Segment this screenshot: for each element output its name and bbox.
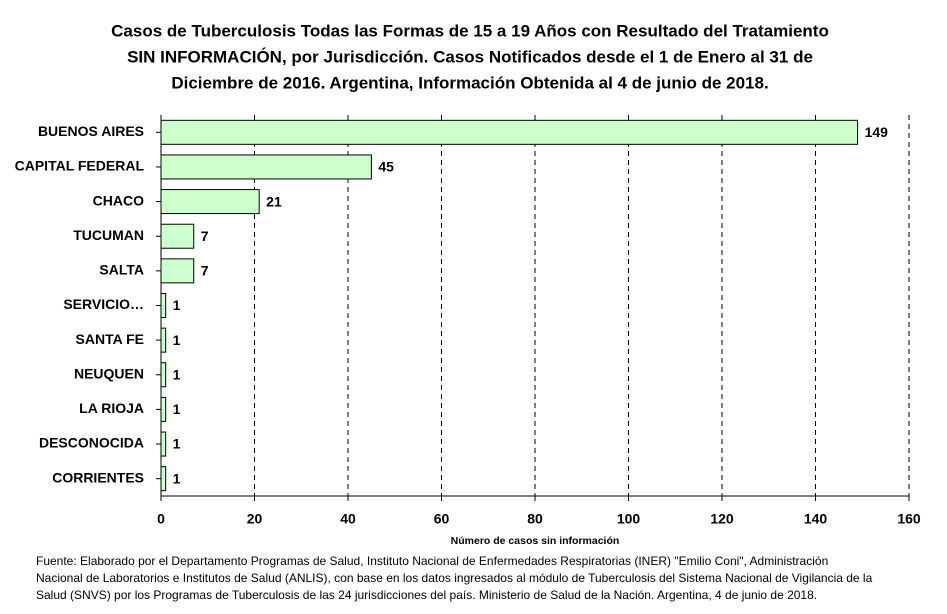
x-tick-label: 40 bbox=[340, 511, 356, 527]
chart-title: SIN INFORMACIÓN, por Jurisdicción. Casos… bbox=[127, 47, 813, 66]
data-label: 1 bbox=[173, 366, 181, 382]
y-tick-label: CAPITAL FEDERAL bbox=[15, 158, 145, 174]
y-tick-label: NEUQUEN bbox=[74, 365, 144, 381]
data-label: 1 bbox=[173, 470, 181, 486]
bar bbox=[160, 396, 167, 422]
bar bbox=[160, 189, 260, 215]
x-tick-label: 120 bbox=[710, 511, 734, 527]
y-tick-label: TUCUMAN bbox=[73, 227, 144, 243]
x-tick-label: 0 bbox=[157, 511, 165, 527]
data-label: 45 bbox=[378, 159, 394, 175]
bar bbox=[160, 293, 167, 318]
y-tick-label: LA RIOJA bbox=[79, 400, 144, 416]
bar bbox=[160, 154, 372, 180]
x-tick-label: 100 bbox=[617, 511, 641, 527]
x-tick-label: 60 bbox=[434, 511, 450, 527]
bar bbox=[160, 362, 167, 388]
chart-title: Diciembre de 2016. Argentina, Informació… bbox=[171, 73, 768, 92]
data-label: 1 bbox=[173, 401, 181, 417]
data-label: 149 bbox=[865, 124, 889, 140]
y-tick-label: BUENOS AIRES bbox=[38, 123, 144, 139]
data-label: 1 bbox=[173, 436, 181, 452]
x-axis-label: Número de casos sin información bbox=[451, 535, 620, 547]
data-label: 7 bbox=[201, 263, 209, 279]
data-label: 7 bbox=[201, 228, 209, 244]
x-tick-label: 140 bbox=[804, 511, 828, 527]
y-tick-label: SERVICIO… bbox=[63, 296, 144, 312]
x-tick-label: 160 bbox=[897, 511, 921, 527]
bar bbox=[160, 119, 859, 145]
y-tick-label: SANTA FE bbox=[76, 331, 144, 347]
bar bbox=[160, 466, 167, 492]
y-tick-label: SALTA bbox=[99, 262, 144, 278]
chart-title: Casos de Tuberculosis Todas las Formas d… bbox=[111, 21, 829, 40]
source-note: Salud (SNVS) por los Programas de Tuberc… bbox=[36, 588, 817, 602]
bar bbox=[160, 223, 195, 249]
bar bbox=[160, 258, 195, 284]
bar bbox=[160, 431, 167, 457]
y-tick-label: CHACO bbox=[93, 192, 144, 208]
source-note: Fuente: Elaborado por el Departamento Pr… bbox=[36, 554, 828, 568]
data-label: 1 bbox=[173, 297, 181, 313]
y-tick-label: CORRIENTES bbox=[52, 469, 144, 485]
x-tick-label: 80 bbox=[527, 511, 543, 527]
x-tick-label: 20 bbox=[247, 511, 263, 527]
bar bbox=[160, 327, 167, 353]
data-label: 21 bbox=[266, 193, 282, 209]
data-label: 1 bbox=[173, 332, 181, 348]
y-tick-label: DESCONOCIDA bbox=[39, 435, 144, 451]
source-note: Nacional de Laboratorios e Institutos de… bbox=[36, 571, 873, 585]
